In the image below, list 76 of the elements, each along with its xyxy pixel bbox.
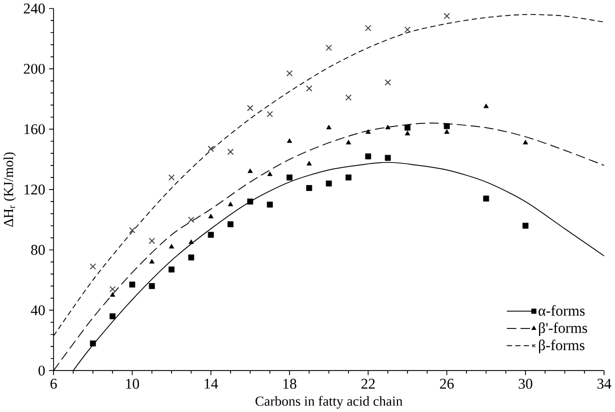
point	[247, 104, 254, 112]
point	[326, 44, 332, 51]
point	[149, 258, 154, 264]
point	[129, 227, 136, 234]
x-tick-label: 10	[126, 378, 140, 389]
point	[247, 198, 254, 204]
point	[109, 286, 116, 292]
point	[286, 70, 293, 76]
point	[266, 202, 273, 208]
point	[484, 104, 489, 108]
point	[366, 129, 371, 134]
point	[188, 216, 194, 223]
x-tick-label: 18	[283, 378, 296, 389]
point	[208, 232, 214, 238]
y-tick-label: 200	[24, 64, 45, 74]
point	[365, 24, 372, 32]
point	[267, 171, 272, 176]
point	[306, 160, 312, 166]
point	[188, 254, 194, 260]
y-tick-label: 160	[24, 124, 45, 134]
legend-label: β-forms	[539, 340, 584, 354]
point	[90, 340, 96, 346]
x-axis-title: Carbons in fatty acid chain	[256, 396, 403, 409]
legend-label: α-forms	[538, 305, 585, 316]
point	[385, 124, 390, 130]
point	[346, 174, 352, 180]
point	[208, 146, 214, 152]
x-tick-label: 14	[204, 378, 218, 388]
y-tick-label: 240	[24, 3, 45, 14]
x-tick-label: 34	[597, 378, 612, 389]
point	[266, 110, 274, 118]
point	[248, 168, 253, 173]
point	[404, 124, 410, 131]
y-tick-label: 0	[38, 366, 45, 376]
point	[365, 153, 372, 160]
point	[168, 174, 175, 181]
point	[345, 94, 352, 101]
point	[444, 129, 450, 134]
point	[326, 180, 332, 186]
point	[90, 263, 96, 270]
point	[148, 283, 155, 289]
point	[110, 292, 116, 297]
point	[444, 123, 450, 130]
point	[306, 85, 312, 92]
point	[148, 238, 156, 244]
point	[522, 222, 528, 229]
y-tick-label: 120	[24, 184, 45, 194]
point	[522, 140, 528, 144]
y-tick-label: 80	[31, 244, 45, 255]
point	[208, 214, 214, 218]
point	[168, 244, 174, 248]
point	[326, 124, 332, 130]
point	[110, 313, 116, 320]
point	[228, 202, 234, 206]
point	[228, 221, 234, 228]
y-tick-label: 40	[30, 305, 45, 316]
point	[444, 12, 450, 20]
x-tick-label: 30	[518, 378, 532, 389]
point	[384, 154, 391, 161]
point	[483, 196, 490, 202]
point	[188, 239, 194, 244]
point	[306, 185, 312, 191]
point	[286, 138, 292, 143]
x-tick-label: 6	[50, 378, 57, 389]
point	[129, 282, 136, 288]
point	[286, 174, 292, 180]
point	[168, 266, 174, 272]
y-axis-title: ΔH$_{r}$ (KJ/mol)	[4, 152, 16, 227]
x-tick-label: 26	[440, 378, 454, 389]
point	[384, 79, 391, 86]
legend-label: β'-forms	[539, 322, 588, 336]
point	[227, 148, 234, 155]
point	[346, 140, 352, 144]
point	[404, 130, 410, 136]
x-tick-label: 22	[361, 378, 375, 389]
point	[404, 26, 411, 33]
